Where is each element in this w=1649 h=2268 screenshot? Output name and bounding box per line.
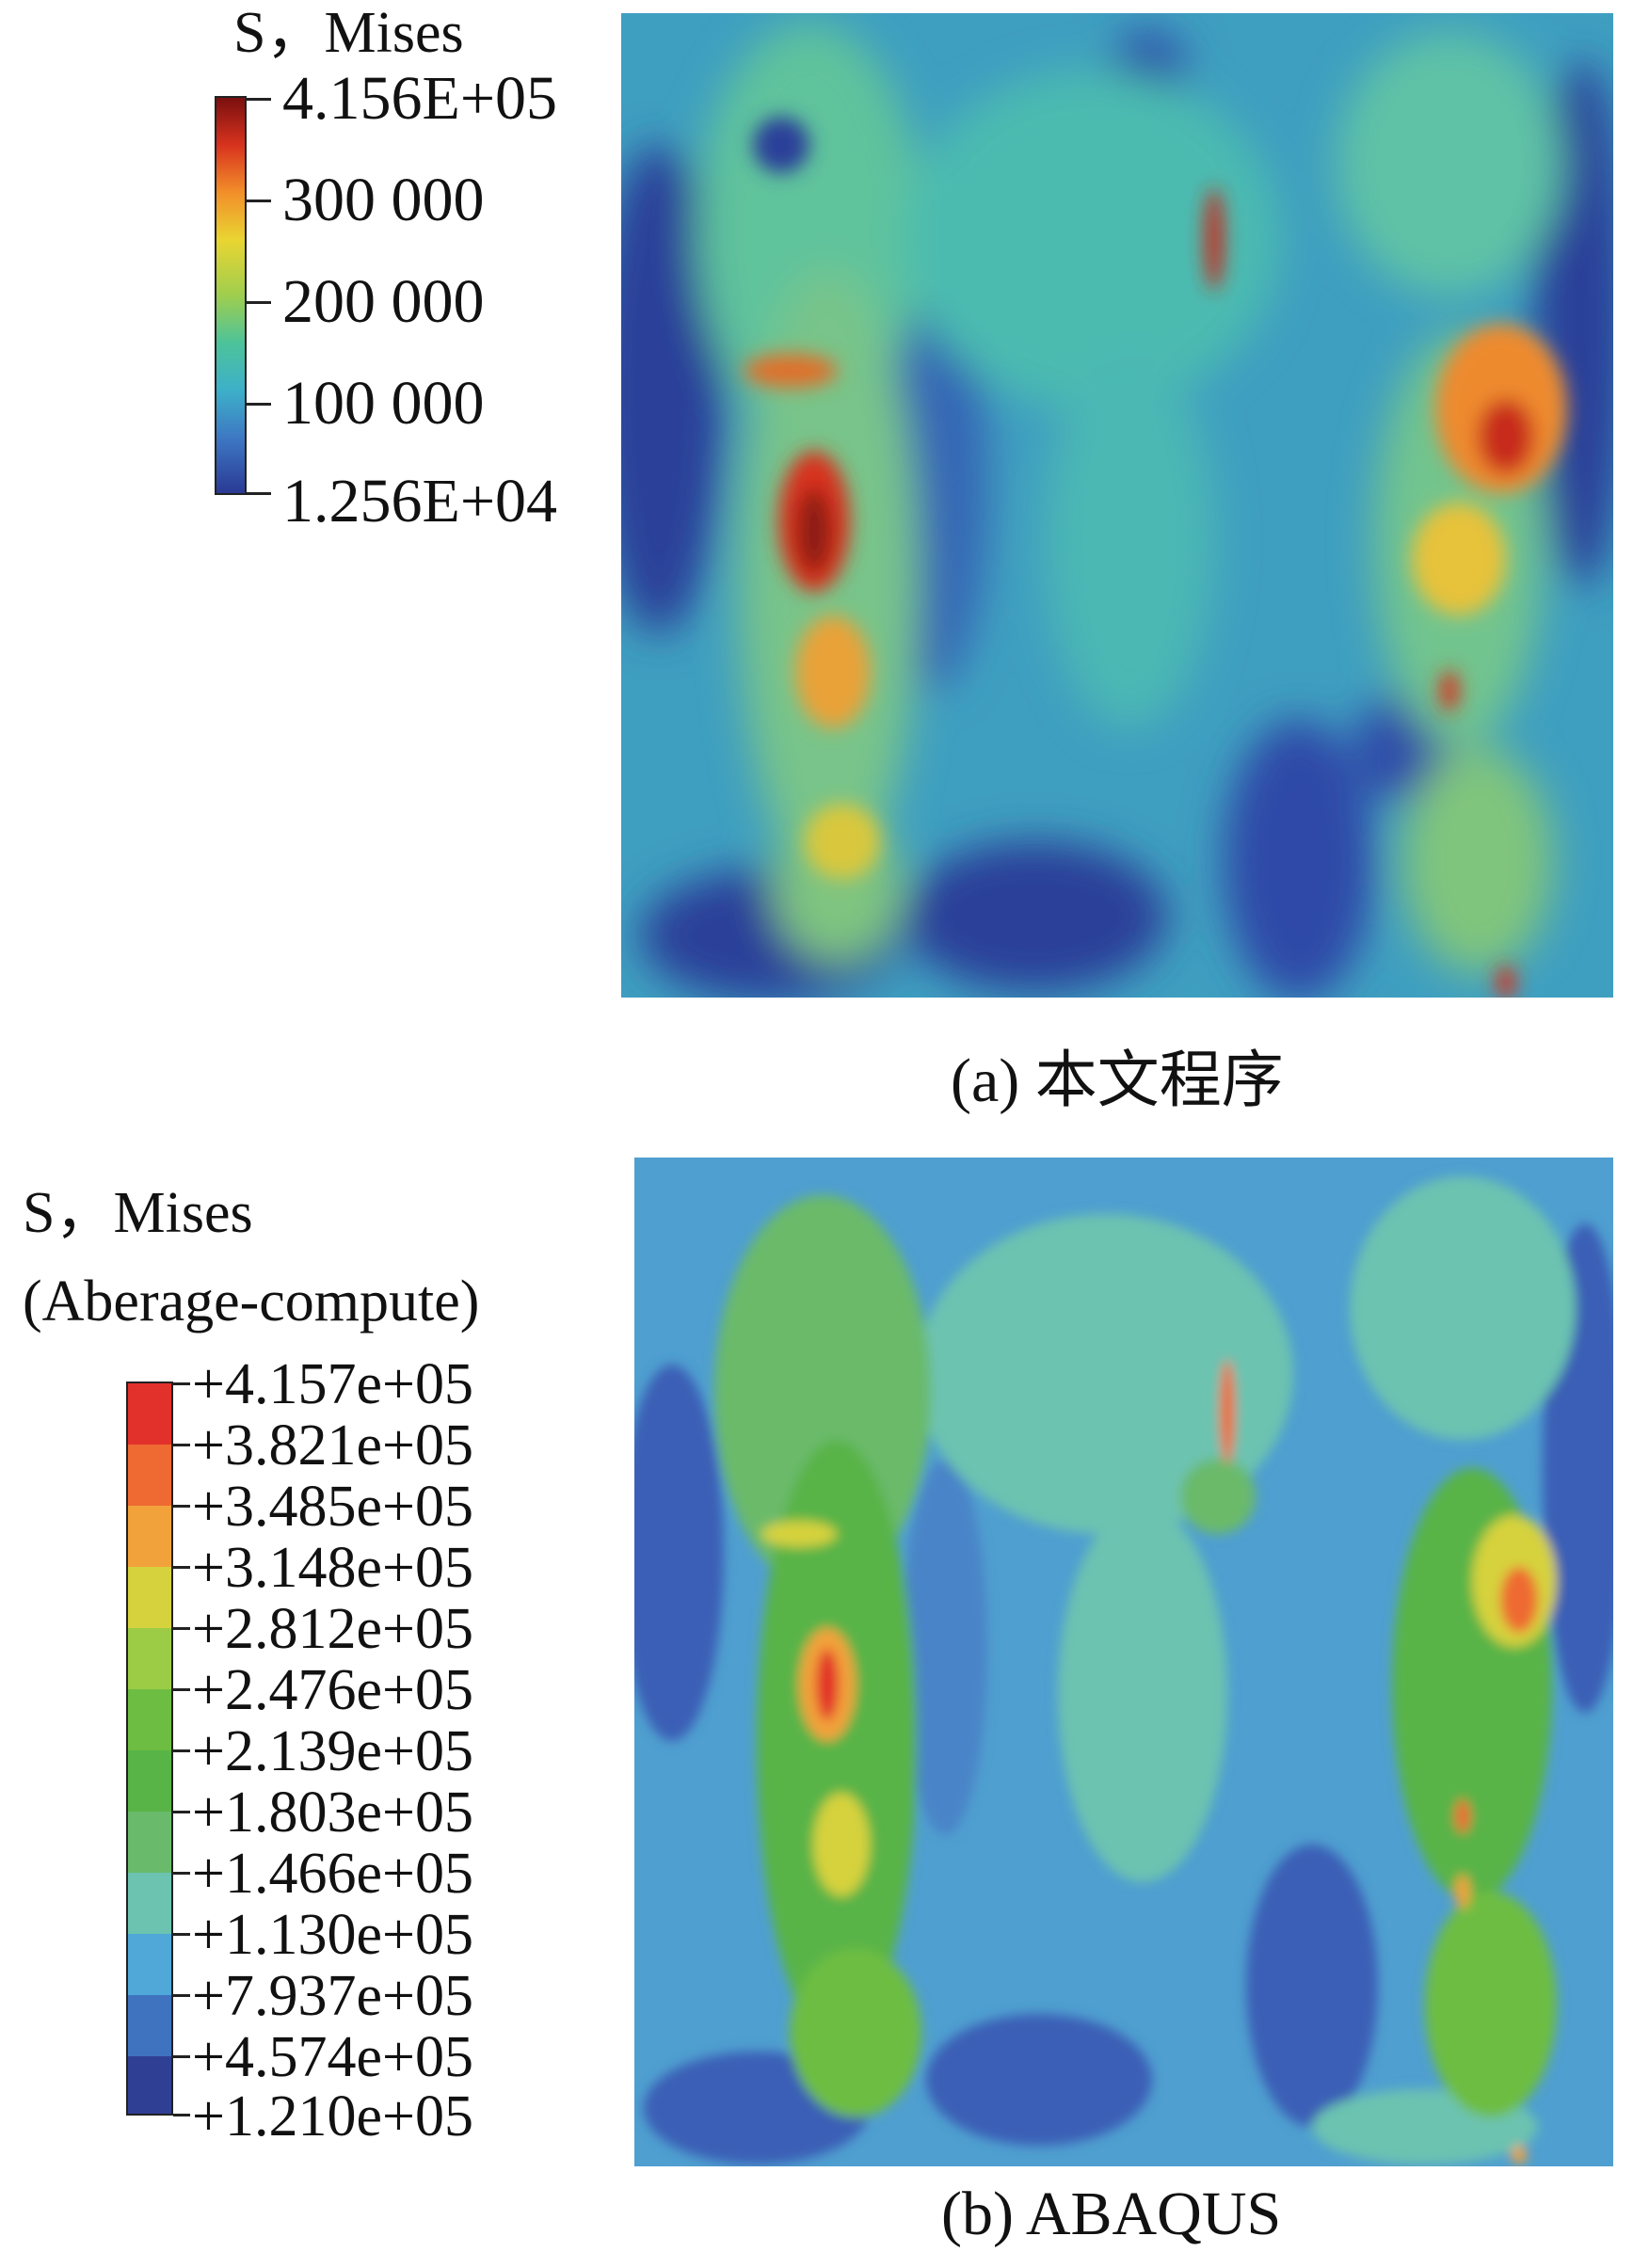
colorbar-b-label-6: +2.139e+05 — [192, 1719, 473, 1783]
stress-contour-plot-a — [621, 13, 1613, 998]
colorbar-b-band-8 — [128, 1873, 171, 1934]
colorbar-b-band-6 — [128, 1750, 171, 1812]
colorbar-a — [215, 96, 247, 495]
colorbar-b-band-4 — [128, 1628, 171, 1689]
colorbar-b-label-3: +3.148e+05 — [192, 1536, 473, 1600]
colorbar-b-band-10 — [128, 1995, 171, 2056]
colorbar-b-band-7 — [128, 1812, 171, 1873]
colorbar-b-label-8: +1.466e+05 — [192, 1842, 473, 1906]
colorbar-b-tick-10 — [173, 1994, 190, 1997]
colorbar-b-label-10: +7.937e+05 — [192, 1964, 473, 2028]
colorbar-b-tick-5 — [173, 1688, 190, 1691]
colorbar-b-tick-9 — [173, 1933, 190, 1936]
colorbar-a-label-0: 4.156E+05 — [282, 64, 558, 133]
colorbar-a-tick-4 — [247, 492, 271, 495]
colorbar-b-label-11: +4.574e+05 — [192, 2025, 473, 2089]
colorbar-b-tick-12 — [173, 2114, 190, 2116]
legend-title-b: S，Mises — [23, 1181, 253, 1245]
stress-contour-svg-a — [621, 13, 1613, 998]
stress-contour-plot-b — [634, 1158, 1613, 2166]
colorbar-a-tick-3 — [247, 403, 271, 406]
colorbar-b-label-0: +4.157e+05 — [192, 1352, 473, 1416]
colorbar-b-label-9: +1.130e+05 — [192, 1903, 473, 1967]
colorbar-b-band-2 — [128, 1506, 171, 1567]
stress-contour-svg-b — [634, 1158, 1613, 2166]
colorbar-b-tick-4 — [173, 1627, 190, 1630]
colorbar-a-tick-0 — [247, 98, 271, 101]
caption-a: (a) 本文程序 — [951, 1046, 1284, 1115]
colorbar-b-tick-1 — [173, 1444, 190, 1446]
colorbar-b-band-5 — [128, 1689, 171, 1750]
colorbar-b-tick-3 — [173, 1566, 190, 1569]
colorbar-b-band-9 — [128, 1934, 171, 1995]
colorbar-a-label-1: 300 000 — [282, 166, 485, 234]
colorbar-b-tick-6 — [173, 1749, 190, 1752]
colorbar-b-label-12: +1.210e+05 — [192, 2084, 473, 2148]
colorbar-b — [126, 1382, 173, 2116]
colorbar-a-label-2: 200 000 — [282, 267, 485, 336]
colorbar-a-label-3: 100 000 — [282, 369, 485, 438]
colorbar-b-label-5: +2.476e+05 — [192, 1658, 473, 1722]
colorbar-a-label-4: 1.256E+04 — [282, 467, 558, 535]
colorbar-b-label-4: +2.812e+05 — [192, 1597, 473, 1661]
colorbar-b-tick-7 — [173, 1811, 190, 1813]
colorbar-a-tick-1 — [247, 200, 271, 202]
colorbar-b-tick-0 — [173, 1382, 190, 1385]
legend-subtitle-b: (Aberage-compute) — [23, 1270, 480, 1334]
colorbar-b-band-11 — [128, 2056, 171, 2114]
colorbar-b-tick-2 — [173, 1505, 190, 1508]
colorbar-b-tick-11 — [173, 2055, 190, 2058]
colorbar-a-tick-2 — [247, 301, 271, 304]
legend-title-a: S，Mises — [233, 1, 464, 65]
colorbar-b-label-7: +1.803e+05 — [192, 1781, 473, 1845]
colorbar-b-band-0 — [128, 1383, 171, 1445]
colorbar-b-label-1: +3.821e+05 — [192, 1414, 473, 1477]
colorbar-b-band-3 — [128, 1567, 171, 1628]
caption-b: (b) ABAQUS — [941, 2180, 1282, 2248]
colorbar-b-label-2: +3.485e+05 — [192, 1475, 473, 1539]
colorbar-b-tick-8 — [173, 1872, 190, 1875]
colorbar-b-band-1 — [128, 1445, 171, 1506]
